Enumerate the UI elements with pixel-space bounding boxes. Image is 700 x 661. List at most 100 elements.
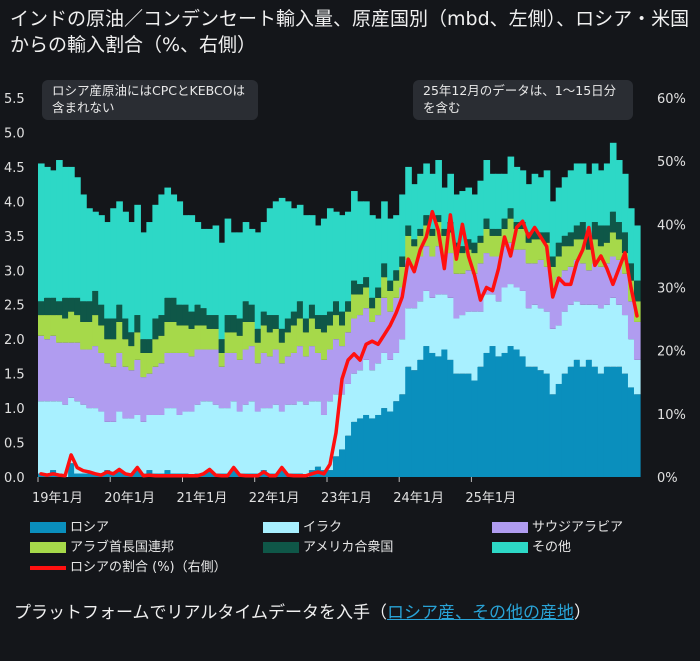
bar-russia-55 bbox=[369, 418, 376, 477]
bar-iraq-77 bbox=[501, 287, 509, 353]
bar-other-18 bbox=[146, 222, 153, 340]
bar-russia-57 bbox=[381, 408, 388, 477]
y-left-tick-0.0: 0.0 bbox=[4, 471, 25, 486]
bar-other-98 bbox=[627, 208, 635, 264]
bar-other-34 bbox=[242, 222, 250, 302]
bar-uae-91 bbox=[585, 249, 593, 271]
bar-other-92 bbox=[591, 163, 599, 223]
bar-uae-70 bbox=[459, 253, 467, 274]
legend-label-usa: アメリカ合衆国 bbox=[303, 540, 394, 555]
bar-uae-57 bbox=[381, 277, 388, 298]
bar-iraq-41 bbox=[284, 404, 292, 474]
bar-saudi-69 bbox=[453, 273, 460, 319]
bar-saudi-62 bbox=[411, 266, 418, 309]
x-tick-1: 20年1月 bbox=[104, 491, 155, 506]
bar-russia-91 bbox=[585, 359, 593, 477]
bar-iraq-92 bbox=[591, 304, 599, 367]
bar-uae-2 bbox=[50, 315, 57, 336]
bar-saudi-72 bbox=[471, 273, 479, 312]
bar-iraq-38 bbox=[266, 408, 274, 474]
footer-link[interactable]: ロシア産、その他の産地 bbox=[386, 603, 574, 623]
bar-iraq-62 bbox=[411, 308, 418, 371]
bar-other-32 bbox=[230, 232, 238, 316]
y-left-tick-5.5: 5.5 bbox=[4, 92, 25, 107]
bar-other-70 bbox=[459, 191, 467, 247]
bar-uae-78 bbox=[507, 218, 515, 243]
bar-usa-11 bbox=[104, 318, 111, 340]
bar-uae-19 bbox=[152, 339, 159, 367]
bar-usa-44 bbox=[302, 318, 310, 333]
bar-other-77 bbox=[501, 173, 509, 219]
bar-uae-41 bbox=[284, 332, 292, 357]
bar-saudi-93 bbox=[597, 266, 605, 309]
bar-usa-72 bbox=[471, 242, 479, 254]
bar-iraq-13 bbox=[116, 411, 123, 471]
bar-uae-89 bbox=[573, 239, 581, 260]
bar-russia-78 bbox=[507, 346, 515, 477]
bar-uae-61 bbox=[405, 235, 412, 260]
bar-other-65 bbox=[429, 173, 436, 229]
bar-saudi-22 bbox=[170, 352, 178, 409]
bar-usa-73 bbox=[477, 235, 485, 243]
bar-other-96 bbox=[615, 160, 623, 223]
bar-usa-74 bbox=[483, 218, 491, 229]
bar-usa-76 bbox=[495, 228, 503, 236]
bar-iraq-20 bbox=[158, 414, 166, 474]
bar-russia-7 bbox=[80, 473, 87, 477]
bar-other-91 bbox=[585, 173, 593, 236]
bar-uae-52 bbox=[351, 294, 358, 319]
bar-other-25 bbox=[188, 215, 196, 312]
legend-label-other: その他 bbox=[532, 540, 572, 555]
bar-saudi-30 bbox=[218, 366, 226, 409]
bar-usa-41 bbox=[284, 318, 292, 333]
bar-uae-27 bbox=[200, 325, 208, 350]
bar-iraq-39 bbox=[272, 404, 280, 474]
bar-iraq-29 bbox=[212, 404, 220, 474]
bar-uae-42 bbox=[290, 325, 298, 353]
bar-saudi-92 bbox=[591, 263, 599, 305]
bar-usa-38 bbox=[266, 315, 274, 333]
bar-uae-0 bbox=[38, 315, 45, 336]
bar-other-57 bbox=[381, 201, 388, 264]
bar-usa-19 bbox=[152, 318, 159, 340]
bar-iraq-10 bbox=[98, 411, 105, 474]
bar-saudi-5 bbox=[68, 342, 75, 398]
bar-saudi-12 bbox=[110, 366, 117, 422]
note-december-data: 25年12月のデータは、1〜15日分を含む bbox=[413, 80, 633, 120]
bar-saudi-18 bbox=[146, 373, 153, 415]
bar-iraq-56 bbox=[375, 363, 382, 415]
legend-swatch-saudi bbox=[492, 522, 528, 533]
bar-other-48 bbox=[326, 208, 334, 312]
bar-russia-63 bbox=[417, 359, 424, 477]
bar-other-17 bbox=[140, 232, 147, 340]
bar-uae-54 bbox=[363, 287, 370, 309]
bar-saudi-91 bbox=[585, 270, 593, 305]
bar-iraq-69 bbox=[453, 318, 460, 374]
y-left-tick-0.5: 0.5 bbox=[4, 437, 25, 452]
bar-saudi-54 bbox=[363, 308, 370, 360]
bar-saudi-27 bbox=[200, 349, 208, 402]
bar-iraq-3 bbox=[56, 401, 63, 474]
bar-russia-72 bbox=[471, 380, 479, 477]
legend-swatch-uae bbox=[30, 542, 66, 553]
bar-other-59 bbox=[393, 215, 400, 271]
bar-russia-50 bbox=[339, 449, 346, 477]
bar-uae-11 bbox=[104, 339, 111, 364]
legend-label-uae: アラブ首長国連邦 bbox=[70, 540, 175, 555]
bar-iraq-70 bbox=[459, 315, 467, 374]
bar-uae-72 bbox=[471, 253, 479, 274]
bar-russia-83 bbox=[537, 370, 545, 477]
bar-iraq-12 bbox=[110, 421, 117, 474]
bar-iraq-50 bbox=[339, 394, 346, 450]
bar-iraq-6 bbox=[74, 401, 81, 474]
bar-russia-51 bbox=[345, 435, 352, 477]
chart-title: インドの原油／コンデンセート輸入量、原産国別（mbd、左側）、ロシア・米国からの… bbox=[10, 8, 690, 56]
bar-uae-32 bbox=[230, 332, 238, 353]
bar-other-30 bbox=[218, 242, 226, 340]
bar-other-50 bbox=[339, 215, 346, 312]
bar-russia-32 bbox=[230, 470, 238, 477]
bar-saudi-75 bbox=[489, 256, 497, 295]
bar-iraq-47 bbox=[320, 414, 328, 471]
bar-russia-89 bbox=[573, 359, 581, 477]
bar-usa-70 bbox=[459, 246, 467, 254]
